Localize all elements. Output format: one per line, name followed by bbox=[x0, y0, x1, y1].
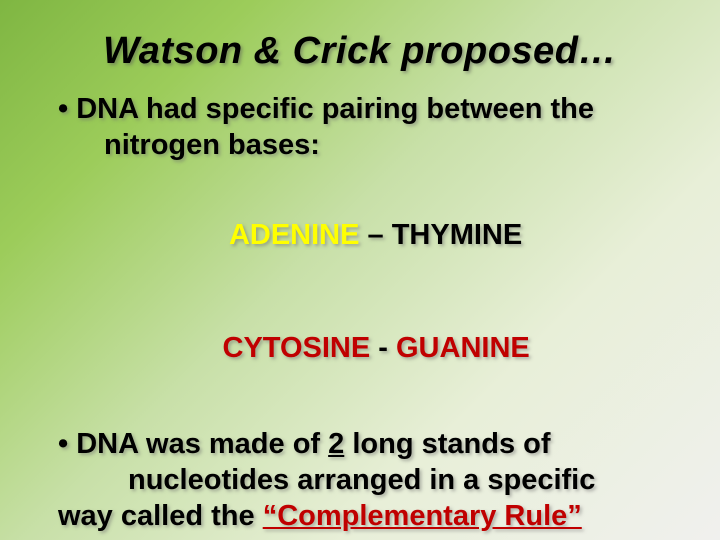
bullet-2-line-a: • DNA was made of 2 long stands of bbox=[58, 426, 680, 462]
complementary-rule: “Complementary Rule” bbox=[263, 500, 582, 532]
cytosine-label: CYTOSINE bbox=[223, 332, 371, 364]
bullet-point-2: • DNA was made of 2 long stands of nucle… bbox=[40, 426, 680, 535]
base-pair-1: ADENINE – THYMINE bbox=[40, 186, 680, 285]
b2c-pre: way called the bbox=[58, 500, 263, 532]
b2-post: long stands of bbox=[344, 428, 550, 460]
thymine-label: THYMINE bbox=[392, 219, 523, 251]
bullet-2-line-c: way called the “Complementary Rule” bbox=[58, 498, 680, 534]
slide-container: Watson & Crick proposed… • DNA had speci… bbox=[0, 0, 720, 540]
bullet-point-1: • DNA had specific pairing between the n… bbox=[40, 91, 680, 164]
two-underlined: 2 bbox=[328, 428, 344, 460]
pair2-dash: - bbox=[370, 332, 396, 364]
adenine-label: ADENINE bbox=[229, 219, 360, 251]
bullet-1-line-a: • DNA had specific pairing between the bbox=[58, 91, 680, 127]
pair1-dash: – bbox=[359, 219, 391, 251]
slide-title: Watson & Crick proposed… bbox=[40, 30, 680, 73]
b2-pre: • DNA was made of bbox=[58, 428, 328, 460]
bullet-1-line-b: nitrogen bases: bbox=[58, 127, 680, 163]
base-pair-2: CYTOSINE - GUANINE bbox=[40, 299, 680, 398]
guanine-label: GUANINE bbox=[396, 332, 530, 364]
bullet-2-line-b: nucleotides arranged in a specific bbox=[58, 462, 680, 498]
